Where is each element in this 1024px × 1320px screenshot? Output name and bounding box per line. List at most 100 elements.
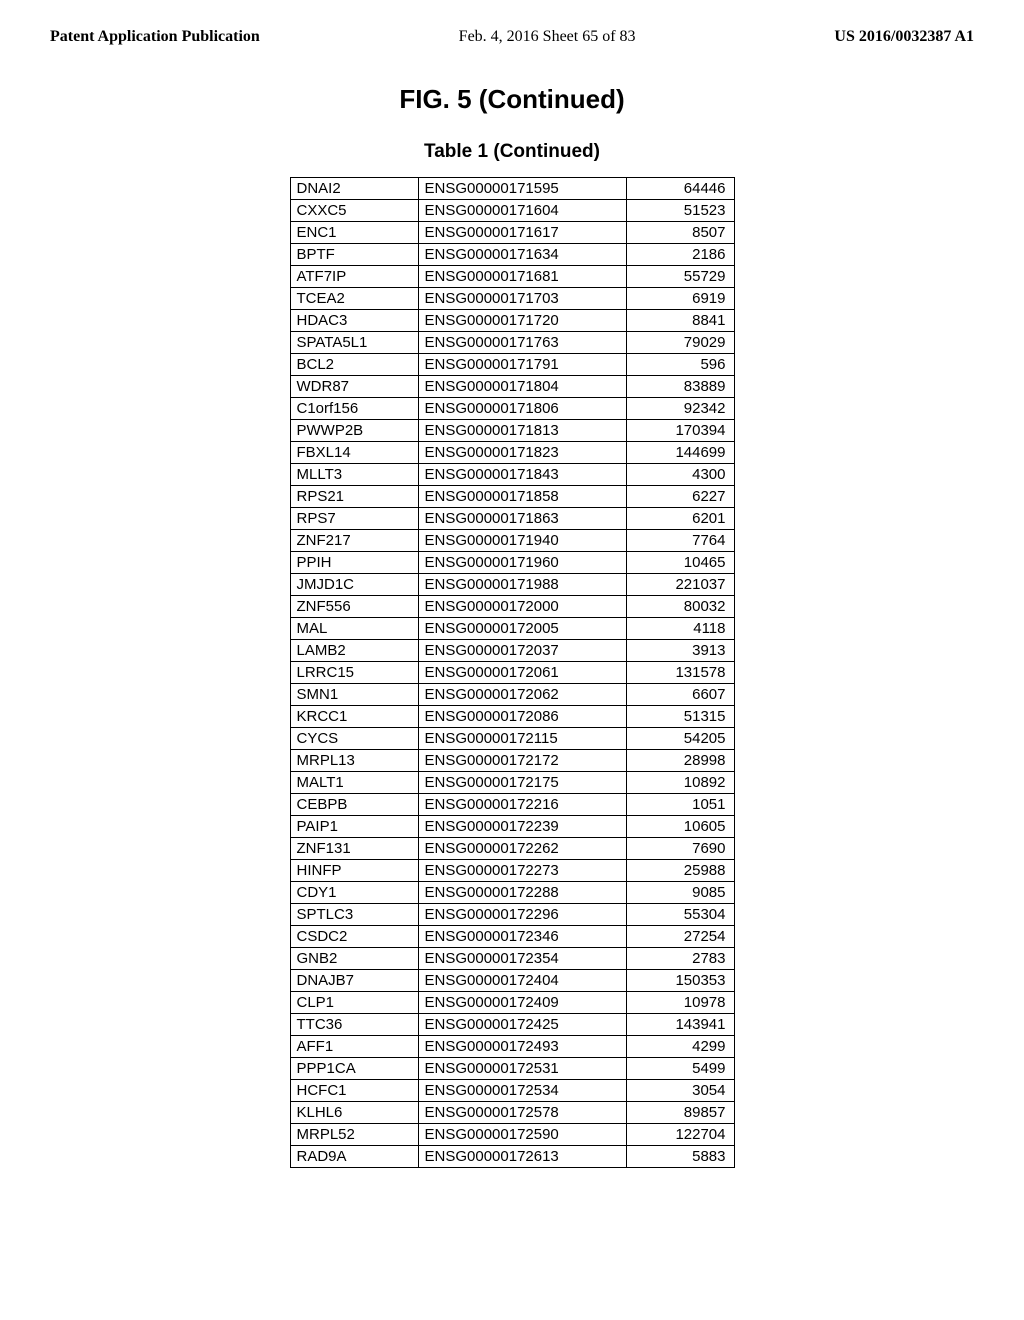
cell-entrez: 143941 bbox=[626, 1014, 734, 1036]
table-row: CXXC5ENSG0000017160451523 bbox=[290, 200, 734, 222]
cell-gene: ZNF556 bbox=[290, 596, 418, 618]
cell-ensembl: ENSG00000172296 bbox=[418, 904, 626, 926]
table-row: DNAI2ENSG0000017159564446 bbox=[290, 178, 734, 200]
cell-ensembl: ENSG00000171617 bbox=[418, 222, 626, 244]
cell-gene: DNAJB7 bbox=[290, 970, 418, 992]
cell-entrez: 9085 bbox=[626, 882, 734, 904]
cell-entrez: 3913 bbox=[626, 640, 734, 662]
cell-ensembl: ENSG00000171791 bbox=[418, 354, 626, 376]
table-title: Table 1 (Continued) bbox=[0, 141, 1024, 163]
cell-ensembl: ENSG00000172354 bbox=[418, 948, 626, 970]
cell-ensembl: ENSG00000171940 bbox=[418, 530, 626, 552]
cell-entrez: 6919 bbox=[626, 288, 734, 310]
cell-entrez: 27254 bbox=[626, 926, 734, 948]
cell-ensembl: ENSG00000171720 bbox=[418, 310, 626, 332]
table-row: CDY1ENSG000001722889085 bbox=[290, 882, 734, 904]
cell-gene: SPATA5L1 bbox=[290, 332, 418, 354]
table-row: ZNF217ENSG000001719407764 bbox=[290, 530, 734, 552]
cell-entrez: 8507 bbox=[626, 222, 734, 244]
cell-entrez: 55729 bbox=[626, 266, 734, 288]
cell-gene: SPTLC3 bbox=[290, 904, 418, 926]
cell-entrez: 2783 bbox=[626, 948, 734, 970]
table-row: CSDC2ENSG0000017234627254 bbox=[290, 926, 734, 948]
table-row: BCL2ENSG00000171791596 bbox=[290, 354, 734, 376]
header-left: Patent Application Publication bbox=[50, 28, 260, 46]
cell-gene: RPS7 bbox=[290, 508, 418, 530]
cell-gene: KRCC1 bbox=[290, 706, 418, 728]
cell-ensembl: ENSG00000171806 bbox=[418, 398, 626, 420]
cell-entrez: 3054 bbox=[626, 1080, 734, 1102]
cell-ensembl: ENSG00000172061 bbox=[418, 662, 626, 684]
table-row: ZNF556ENSG0000017200080032 bbox=[290, 596, 734, 618]
cell-ensembl: ENSG00000172409 bbox=[418, 992, 626, 1014]
table-row: DNAJB7ENSG00000172404150353 bbox=[290, 970, 734, 992]
cell-gene: TTC36 bbox=[290, 1014, 418, 1036]
cell-ensembl: ENSG00000172062 bbox=[418, 684, 626, 706]
cell-entrez: 7764 bbox=[626, 530, 734, 552]
cell-ensembl: ENSG00000171763 bbox=[418, 332, 626, 354]
cell-entrez: 8841 bbox=[626, 310, 734, 332]
cell-ensembl: ENSG00000172425 bbox=[418, 1014, 626, 1036]
cell-gene: PWWP2B bbox=[290, 420, 418, 442]
table-row: CLP1ENSG0000017240910978 bbox=[290, 992, 734, 1014]
table-row: TTC36ENSG00000172425143941 bbox=[290, 1014, 734, 1036]
table-row: LAMB2ENSG000001720373913 bbox=[290, 640, 734, 662]
table-row: CEBPBENSG000001722161051 bbox=[290, 794, 734, 816]
cell-gene: LRRC15 bbox=[290, 662, 418, 684]
cell-ensembl: ENSG00000172172 bbox=[418, 750, 626, 772]
table-row: SMN1ENSG000001720626607 bbox=[290, 684, 734, 706]
cell-gene: ZNF131 bbox=[290, 838, 418, 860]
cell-gene: CYCS bbox=[290, 728, 418, 750]
cell-ensembl: ENSG00000172531 bbox=[418, 1058, 626, 1080]
cell-entrez: 64446 bbox=[626, 178, 734, 200]
cell-entrez: 170394 bbox=[626, 420, 734, 442]
cell-entrez: 4299 bbox=[626, 1036, 734, 1058]
cell-ensembl: ENSG00000172273 bbox=[418, 860, 626, 882]
cell-gene: ENC1 bbox=[290, 222, 418, 244]
table-row: KRCC1ENSG0000017208651315 bbox=[290, 706, 734, 728]
cell-ensembl: ENSG00000171681 bbox=[418, 266, 626, 288]
figure-title: FIG. 5 (Continued) bbox=[0, 84, 1024, 115]
table-row: BPTFENSG000001716342186 bbox=[290, 244, 734, 266]
cell-entrez: 83889 bbox=[626, 376, 734, 398]
cell-gene: MLLT3 bbox=[290, 464, 418, 486]
cell-entrez: 6607 bbox=[626, 684, 734, 706]
cell-ensembl: ENSG00000172037 bbox=[418, 640, 626, 662]
cell-gene: MRPL13 bbox=[290, 750, 418, 772]
cell-gene: JMJD1C bbox=[290, 574, 418, 596]
table-row: MRPL52ENSG00000172590122704 bbox=[290, 1124, 734, 1146]
cell-entrez: 25988 bbox=[626, 860, 734, 882]
cell-gene: ATF7IP bbox=[290, 266, 418, 288]
cell-entrez: 6201 bbox=[626, 508, 734, 530]
cell-entrez: 55304 bbox=[626, 904, 734, 926]
cell-entrez: 54205 bbox=[626, 728, 734, 750]
cell-gene: MALT1 bbox=[290, 772, 418, 794]
table-row: WDR87ENSG0000017180483889 bbox=[290, 376, 734, 398]
cell-ensembl: ENSG00000172000 bbox=[418, 596, 626, 618]
table-row: CYCSENSG0000017211554205 bbox=[290, 728, 734, 750]
cell-ensembl: ENSG00000172086 bbox=[418, 706, 626, 728]
cell-ensembl: ENSG00000172216 bbox=[418, 794, 626, 816]
cell-gene: PAIP1 bbox=[290, 816, 418, 838]
cell-gene: DNAI2 bbox=[290, 178, 418, 200]
cell-gene: MAL bbox=[290, 618, 418, 640]
cell-gene: TCEA2 bbox=[290, 288, 418, 310]
cell-ensembl: ENSG00000172115 bbox=[418, 728, 626, 750]
table-row: PPP1CAENSG000001725315499 bbox=[290, 1058, 734, 1080]
cell-entrez: 131578 bbox=[626, 662, 734, 684]
table-row: PAIP1ENSG0000017223910605 bbox=[290, 816, 734, 838]
cell-gene: BPTF bbox=[290, 244, 418, 266]
cell-ensembl: ENSG00000171703 bbox=[418, 288, 626, 310]
table-row: RPS21ENSG000001718586227 bbox=[290, 486, 734, 508]
cell-gene: CSDC2 bbox=[290, 926, 418, 948]
cell-entrez: 51315 bbox=[626, 706, 734, 728]
table-row: C1orf156ENSG0000017180692342 bbox=[290, 398, 734, 420]
table-row: ZNF131ENSG000001722627690 bbox=[290, 838, 734, 860]
cell-gene: KLHL6 bbox=[290, 1102, 418, 1124]
cell-gene: CDY1 bbox=[290, 882, 418, 904]
cell-entrez: 10465 bbox=[626, 552, 734, 574]
table-row: ATF7IPENSG0000017168155729 bbox=[290, 266, 734, 288]
cell-ensembl: ENSG00000171858 bbox=[418, 486, 626, 508]
cell-entrez: 79029 bbox=[626, 332, 734, 354]
table-row: MALT1ENSG0000017217510892 bbox=[290, 772, 734, 794]
